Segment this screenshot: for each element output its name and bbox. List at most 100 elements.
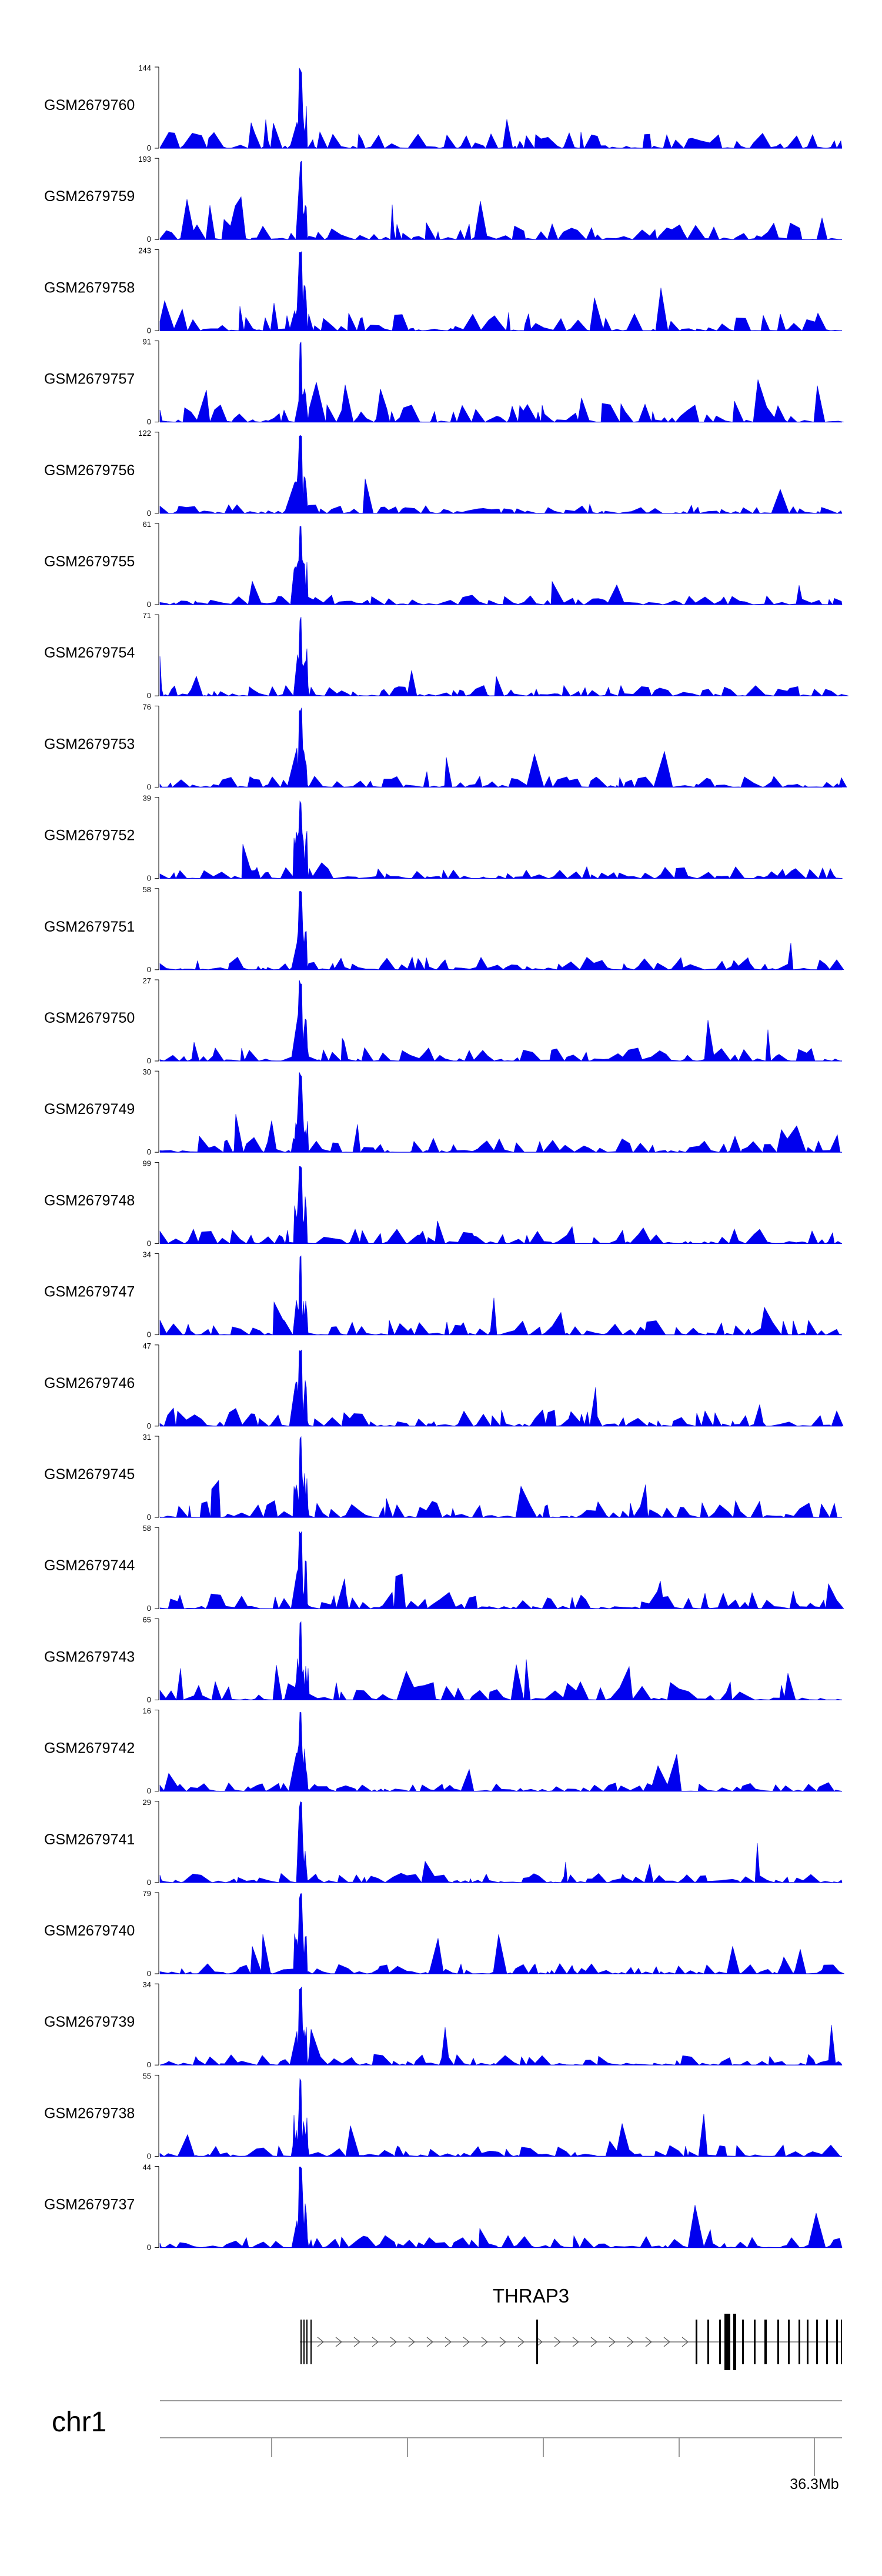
gene-exon [807,2320,808,2364]
coverage-area [159,526,843,605]
coverage-area [159,1255,843,1336]
y-min-label: 0 [147,600,151,609]
y-max-label: 34 [143,1980,151,1989]
track-GSM2679751: GSM2679751 58 0 [44,885,844,974]
track-GSM2679739: GSM2679739 34 0 [44,1980,843,2069]
coverage-area [159,800,843,879]
gene-exon [310,2320,312,2364]
y-min-label: 0 [147,2243,151,2252]
y-max-label: 39 [143,794,151,803]
track-GSM2679757: GSM2679757 91 0 [44,338,844,426]
coverage-area [159,1986,843,2066]
coverage-area [159,1621,843,1701]
y-min-label: 0 [147,965,151,974]
y-min-label: 0 [147,1787,151,1796]
y-min-label: 0 [147,326,151,335]
strand-arrow [681,2337,689,2347]
gene-exon [536,2320,538,2364]
strand-arrow [536,2337,543,2347]
y-max-label: 243 [138,246,151,255]
strand-arrow [554,2337,561,2347]
track-label: GSM2679747 [44,1284,135,1300]
y-max-label: 71 [143,611,151,620]
coverage-area [159,1349,844,1427]
gene-exon [733,2314,736,2370]
strand-arrow [372,2337,379,2347]
track-GSM2679754: GSM2679754 71 0 [44,611,849,700]
y-max-label: 58 [143,1524,151,1533]
track-label: GSM2679753 [44,736,135,752]
strand-arrow [335,2337,342,2347]
gene-exon [799,2320,800,2364]
track-label: GSM2679750 [44,1010,135,1026]
strand-arrow [517,2337,524,2347]
gene-exon [777,2320,779,2364]
coverage-area [159,1166,843,1244]
gene-exon [841,2320,842,2364]
strand-arrow [572,2337,579,2347]
track-label: GSM2679739 [44,2014,135,2030]
y-min-label: 0 [147,1330,151,1339]
coverage-tracks: GSM2679760 144 0 GSM2679759 193 0 GSM2679758 24… [44,64,849,2252]
y-min-label: 0 [147,418,151,426]
gene-exon [707,2320,709,2364]
y-max-label: 144 [138,64,151,72]
strand-arrow [390,2337,397,2347]
gene-exon [764,2320,767,2364]
track-GSM2679756: GSM2679756 122 0 [44,429,843,518]
strand-arrow [408,2337,415,2347]
y-min-label: 0 [147,1147,151,1156]
coverage-area [159,1530,844,1610]
y-min-label: 0 [147,2151,151,2160]
gene-exon [300,2320,302,2364]
track-GSM2679749: GSM2679749 30 0 [44,1067,842,1156]
coverage-area [159,1893,845,1975]
strand-arrow [445,2337,452,2347]
coverage-area [159,67,843,149]
track-GSM2679758: GSM2679758 243 0 [44,246,842,335]
y-min-label: 0 [147,1604,151,1613]
y-max-label: 79 [143,1889,151,1898]
strand-arrow [463,2337,470,2347]
y-max-label: 55 [143,2071,151,2080]
track-GSM2679746: GSM2679746 47 0 [44,1342,844,1430]
track-label: GSM2679749 [44,1101,135,1117]
y-min-label: 0 [147,235,151,243]
track-label: GSM2679738 [44,2105,135,2121]
coverage-area [159,1801,843,1883]
gene-exon [719,2320,721,2364]
gene-exon [788,2320,790,2364]
coverage-area [159,161,842,241]
strand-arrow [481,2337,488,2347]
chromosome-axis: chr1 36.3Mb [52,2400,842,2492]
gene-exon [306,2320,308,2364]
track-GSM2679753: GSM2679753 76 0 [44,702,847,791]
y-min-label: 0 [147,1239,151,1247]
y-min-label: 0 [147,1422,151,1430]
y-max-label: 44 [143,2163,151,2172]
y-max-label: 91 [143,338,151,346]
track-GSM2679747: GSM2679747 34 0 [44,1250,843,1339]
axis-tick-label: 36.3Mb [790,2476,838,2492]
coverage-area [159,251,842,332]
y-min-label: 0 [147,1056,151,1065]
y-max-label: 34 [143,1250,151,1259]
y-max-label: 16 [143,1707,151,1716]
y-max-label: 193 [138,155,151,163]
gene-exon [826,2320,828,2364]
track-label: GSM2679758 [44,279,135,296]
y-max-label: 99 [143,1159,151,1167]
gene-exon [742,2320,744,2364]
track-label: GSM2679752 [44,827,135,844]
coverage-area [159,2167,843,2248]
track-GSM2679744: GSM2679744 58 0 [44,1524,844,1613]
y-min-label: 0 [147,1969,151,1978]
coverage-area [159,890,844,970]
gene-exon [303,2320,305,2364]
track-GSM2679760: GSM2679760 144 0 [44,64,843,152]
track-label: GSM2679737 [44,2197,135,2213]
strand-arrow [627,2337,634,2347]
gene-exon [696,2320,697,2364]
track-label: GSM2679757 [44,371,135,388]
